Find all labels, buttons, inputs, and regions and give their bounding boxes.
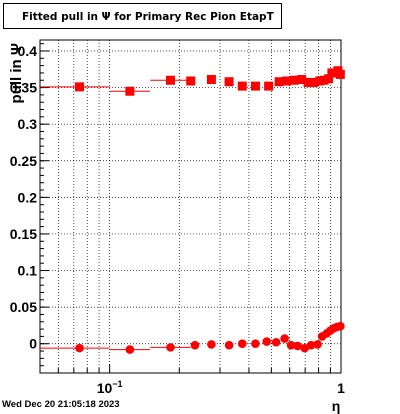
circle-marker <box>271 337 281 347</box>
circle-marker <box>207 340 216 349</box>
square-marker <box>75 82 85 92</box>
square-marker <box>282 76 292 86</box>
y-tick-labels: 0 0.05 0.1 0.15 0.2 0.25 0.3 0.35 0.4 <box>10 43 37 352</box>
y-tick-label: 0 <box>29 336 37 352</box>
square-marker <box>186 76 196 86</box>
circle-marker <box>224 340 234 350</box>
y-tick-label: 0.15 <box>10 226 37 242</box>
data-markers <box>75 66 345 354</box>
circle-marker <box>262 337 272 346</box>
circle-marker <box>251 339 260 349</box>
x-axis-label: η <box>332 398 341 414</box>
square-marker <box>125 86 135 96</box>
square-marker <box>274 77 284 87</box>
circle-marker <box>190 340 200 350</box>
y-tick-label: 0.4 <box>18 43 38 59</box>
plot-frame <box>39 39 342 374</box>
square-marker <box>324 74 334 84</box>
y-tick-label: 0.05 <box>10 299 37 315</box>
square-marker <box>237 81 247 91</box>
square-marker <box>250 81 260 91</box>
square-marker <box>303 77 313 87</box>
x-tick-label: 1 <box>337 380 345 396</box>
x-tick-label: 10−1 <box>97 379 123 396</box>
square-marker <box>264 81 274 91</box>
circle-marker <box>306 340 316 350</box>
y-tick-label: 0.2 <box>18 189 38 205</box>
square-marker <box>309 77 319 87</box>
circle-marker <box>313 340 322 349</box>
circle-marker <box>280 334 289 343</box>
chart-title: Fitted pull in Ψ for Primary Rec Pion Et… <box>3 3 282 29</box>
square-marker <box>224 77 234 87</box>
square-marker <box>206 75 216 85</box>
grid <box>40 40 341 373</box>
y-tick-label: 0.35 <box>10 80 37 96</box>
square-marker <box>335 69 345 79</box>
circle-marker <box>293 341 302 351</box>
circle-marker <box>237 339 247 349</box>
square-marker <box>165 75 175 85</box>
circle-marker <box>300 343 309 353</box>
circle-marker <box>166 343 175 352</box>
circle-marker <box>336 321 345 331</box>
circle-marker <box>286 340 296 350</box>
circle-marker <box>125 345 135 354</box>
x-error-bars <box>40 79 191 351</box>
y-tick-label: 0.1 <box>18 263 38 279</box>
timestamp: Wed Dec 20 21:05:18 2023 <box>2 399 120 410</box>
y-tick-label: 0.3 <box>18 116 38 132</box>
y-tick-label: 0.25 <box>10 153 37 169</box>
x-tick-labels: 10−1 1 <box>97 379 345 396</box>
circle-marker <box>75 343 84 353</box>
y-axis-label: pull in Ψ <box>8 43 25 103</box>
square-marker <box>297 75 307 85</box>
square-marker <box>289 75 299 85</box>
axis-ticks <box>39 43 342 374</box>
